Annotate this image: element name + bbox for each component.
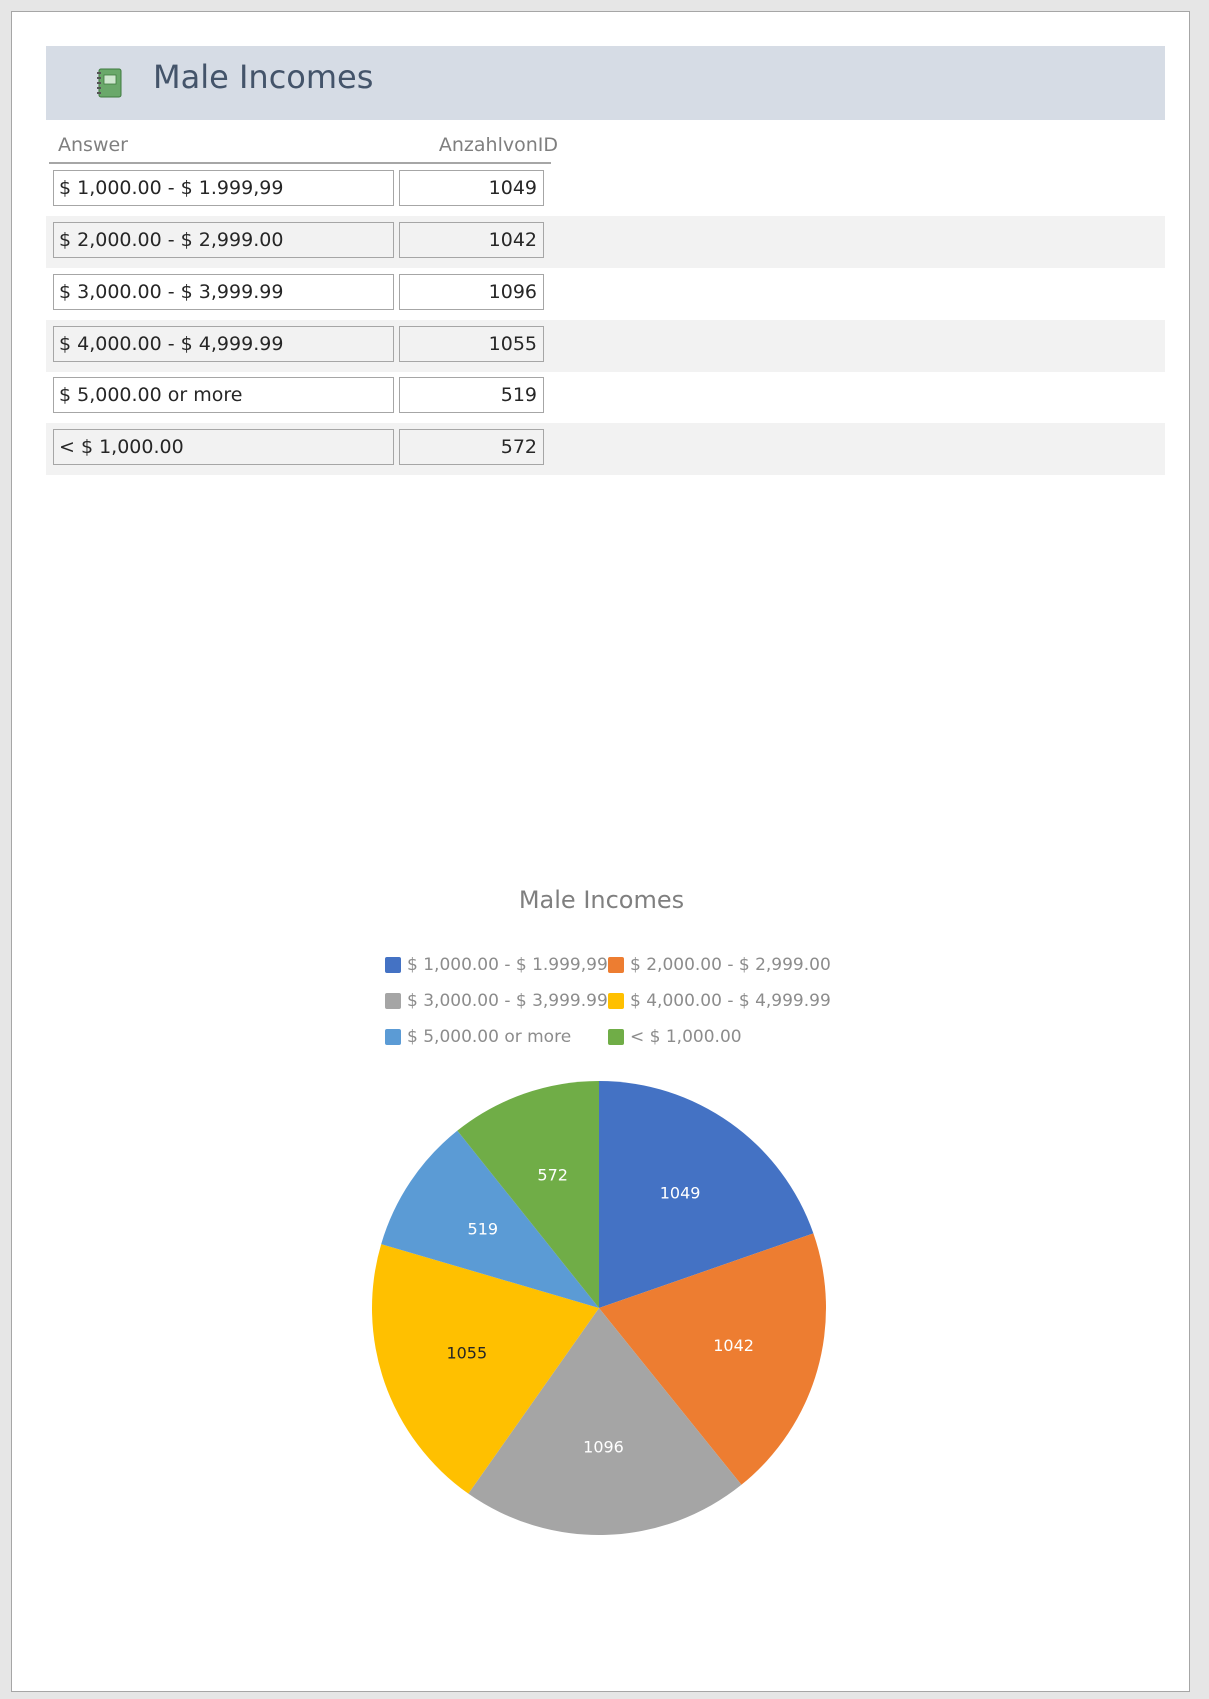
column-header-count: AnzahlvonID [438,134,558,156]
count-field[interactable]: 1096 [399,274,544,310]
pie-slice[interactable] [468,1308,742,1536]
table-row: $ 1,000.00 - $ 1.999,99 1049 [46,164,1165,216]
pie-slice[interactable] [599,1233,827,1485]
legend-swatch [385,957,401,973]
table-row: < $ 1,000.00 572 [46,423,1165,475]
legend-swatch [608,957,624,973]
legend-swatch [608,993,624,1009]
data-label: 1049 [660,1183,701,1202]
chart-title: Male Incomes [518,886,685,914]
legend-swatch [608,1029,624,1045]
table-row: $ 2,000.00 - $ 2,999.00 1042 [46,216,1165,268]
report-title: Male Incomes [153,58,374,96]
count-field[interactable]: 1055 [399,326,544,362]
pie-slice[interactable] [371,1244,599,1494]
table-row: $ 5,000.00 or more 519 [46,371,1165,423]
answer-field[interactable]: $ 4,000.00 - $ 4,999.99 [53,326,394,362]
table-row: $ 3,000.00 - $ 3,999.99 1096 [46,268,1165,320]
header-divider [49,162,551,164]
answer-field[interactable]: $ 1,000.00 - $ 1.999,99 [53,170,394,206]
legend-label: $ 5,000.00 or more [407,1027,572,1047]
legend-label: $ 3,000.00 - $ 3,999.99 [407,991,608,1011]
pie-slice[interactable] [599,1081,814,1308]
data-label: 519 [468,1220,499,1239]
legend-label: $ 4,000.00 - $ 4,999.99 [630,991,831,1011]
answer-field[interactable]: < $ 1,000.00 [53,429,394,465]
data-label: 1096 [583,1437,624,1456]
report-icon [97,68,122,98]
column-header-answer: Answer [58,134,128,156]
data-label: 1055 [446,1344,487,1363]
answer-field[interactable]: $ 5,000.00 or more [53,377,394,413]
answer-field[interactable]: $ 3,000.00 - $ 3,999.99 [53,274,394,310]
report-header: Male Incomes [46,46,1165,120]
pie-chart: 1049 1042 1096 1055 519 572 [371,1081,827,1536]
count-field[interactable]: 1049 [399,170,544,206]
pie-slice[interactable] [381,1130,599,1308]
pie-slice[interactable] [457,1081,599,1308]
legend-swatch [385,993,401,1009]
report-page: Male Incomes Answer AnzahlvonID $ 1,000.… [11,11,1190,1692]
count-field[interactable]: 572 [399,429,544,465]
legend-label: $ 1,000.00 - $ 1.999,99 [407,955,608,975]
data-label: 572 [537,1165,568,1184]
table-row: $ 4,000.00 - $ 4,999.99 1055 [46,320,1165,372]
count-field[interactable]: 1042 [399,222,544,258]
legend-label: $ 2,000.00 - $ 2,999.00 [630,955,831,975]
answer-field[interactable]: $ 2,000.00 - $ 2,999.00 [53,222,394,258]
legend-label: < $ 1,000.00 [630,1027,742,1047]
count-field[interactable]: 519 [399,377,544,413]
data-label: 1042 [713,1336,754,1355]
legend-swatch [385,1029,401,1045]
